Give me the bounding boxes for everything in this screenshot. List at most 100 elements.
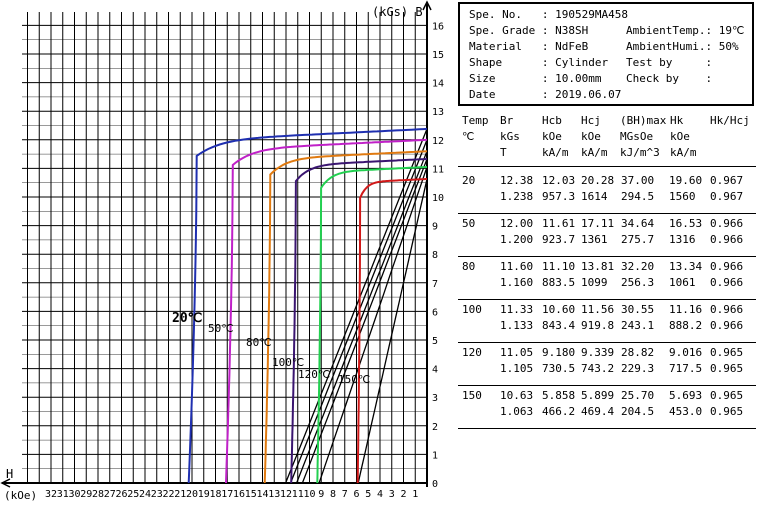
y-tick-label: 12 [432, 136, 444, 147]
y-axis-label: (kGs) B [372, 5, 423, 19]
table-temp-cell: 120 [462, 346, 482, 359]
x-tick-label: 23 [151, 489, 163, 500]
curve-label: 120℃ [298, 368, 330, 381]
x-tick-label: 8 [330, 489, 336, 500]
table-cell: 0.966 [710, 217, 744, 230]
table-cell: 0.967 [710, 174, 744, 187]
x-tick-label: 5 [365, 489, 371, 500]
table-cell: 1.105 [500, 362, 534, 375]
table-cell: 10.60 [542, 303, 576, 316]
table-header-cell: kOe [581, 130, 601, 143]
y-axis-arrow [422, 0, 432, 11]
info-value: : N38SH [541, 24, 589, 37]
x-tick-label: 3 [389, 489, 395, 500]
curve-label: 50℃ [208, 322, 234, 335]
info-value: : 19℃ [705, 24, 745, 37]
info-key: AmbientHumi. [626, 40, 706, 53]
bh-line [284, 128, 428, 484]
info-value: : 50% [705, 40, 739, 53]
info-right-row: AmbientHumi.: 50% [626, 40, 739, 54]
table-header-cell: kJ/m^3 [620, 146, 660, 159]
table-header-cell: Temp [462, 114, 489, 127]
x-tick-label: 24 [139, 489, 151, 500]
info-right-row: Test by : [626, 56, 719, 70]
table-cell: 1316 [669, 233, 696, 246]
table-header-cell: Hk [670, 114, 684, 127]
table-cell: 843.4 [542, 319, 576, 332]
info-key: Test by [626, 56, 706, 69]
table-cell: 1061 [669, 276, 696, 289]
y-tick-label: 7 [432, 279, 438, 290]
table-cell: 11.33 [500, 303, 534, 316]
table-cell: 9.339 [581, 346, 615, 359]
info-value: : Cylinder [541, 56, 609, 69]
table-cell: 11.16 [669, 303, 703, 316]
info-left-row: Spe. Grade : N38SH [469, 24, 588, 38]
info-left-row: Spe. No. : 190529MA458 [469, 8, 628, 22]
table-cell: 5.693 [669, 389, 703, 402]
table-cell: 19.60 [669, 174, 703, 187]
table-cell: 10.63 [500, 389, 534, 402]
table-cell: 37.00 [621, 174, 655, 187]
curve-50℃ [225, 138, 428, 484]
table-cell: 9.180 [542, 346, 576, 359]
table-header-cell: MGsOe [620, 130, 654, 143]
info-value: : [705, 56, 719, 69]
table-header-cell: T [500, 146, 507, 159]
table-cell: 0.965 [710, 346, 744, 359]
info-key: Size [469, 72, 542, 85]
table-cell: 30.55 [621, 303, 655, 316]
table-cell: 1.133 [500, 319, 534, 332]
info-key: Spe. No. [469, 8, 542, 21]
table-header-cell: Hcb [542, 114, 562, 127]
table-cell: 5.858 [542, 389, 576, 402]
x-tick-label: 27 [104, 489, 116, 500]
x-tick-label: 7 [342, 489, 348, 500]
table-cell: 888.2 [669, 319, 703, 332]
bh-line [301, 158, 428, 484]
x-tick-label: 9 [318, 489, 324, 500]
y-tick-label: 10 [432, 193, 444, 204]
table-header-cell: (BH)max [620, 114, 667, 127]
info-right-row: Check by : [626, 72, 719, 86]
curve-150℃ [356, 178, 427, 484]
table-cell: 11.05 [500, 346, 534, 359]
y-tick-label: 3 [432, 393, 438, 404]
table-cell: 466.2 [542, 405, 576, 418]
bh-line [357, 178, 428, 484]
x-tick-label: 1 [412, 489, 418, 500]
y-tick-label: 16 [432, 21, 444, 32]
x-tick-label: 14 [256, 489, 268, 500]
table-cell: 12.00 [500, 217, 534, 230]
table-cell: 243.1 [621, 319, 655, 332]
table-cell: 0.965 [710, 405, 744, 418]
table-cell: 1560 [669, 190, 696, 203]
table-header-cell: kA/m [542, 146, 569, 159]
table-cell: 11.60 [500, 260, 534, 273]
table-cell: 28.82 [621, 346, 655, 359]
specimen-info-box: Spe. No. : 190529MA458 Spe. Grade : N38SH… [458, 2, 754, 106]
y-tick-label: 1 [432, 450, 438, 461]
x-tick-label: 21 [174, 489, 186, 500]
table-rule [458, 428, 756, 429]
demagnetization-chart: 0123456789101112131415161234567891011121… [0, 0, 444, 502]
table-temp-cell: 80 [462, 260, 476, 273]
y-tick-label: 6 [432, 307, 438, 318]
y-tick-label: 14 [432, 79, 444, 90]
table-rule [458, 299, 756, 300]
x-tick-label: 10 [303, 489, 315, 500]
table-header-cell: kA/m [670, 146, 697, 159]
table-cell: 11.56 [581, 303, 615, 316]
table-rule [458, 385, 756, 386]
bh-line [295, 150, 428, 484]
table-cell: 11.61 [542, 217, 576, 230]
table-header-cell: ℃ [462, 130, 475, 143]
x-tick-label: 29 [80, 489, 92, 500]
table-cell: 1.160 [500, 276, 534, 289]
table-cell: 0.967 [710, 190, 744, 203]
info-key: Spe. Grade [469, 24, 542, 37]
info-right-row: AmbientTemp.: 19℃ [626, 24, 744, 38]
x-tick-label: 13 [268, 489, 280, 500]
table-cell: 743.2 [581, 362, 615, 375]
table-temp-cell: 100 [462, 303, 482, 316]
